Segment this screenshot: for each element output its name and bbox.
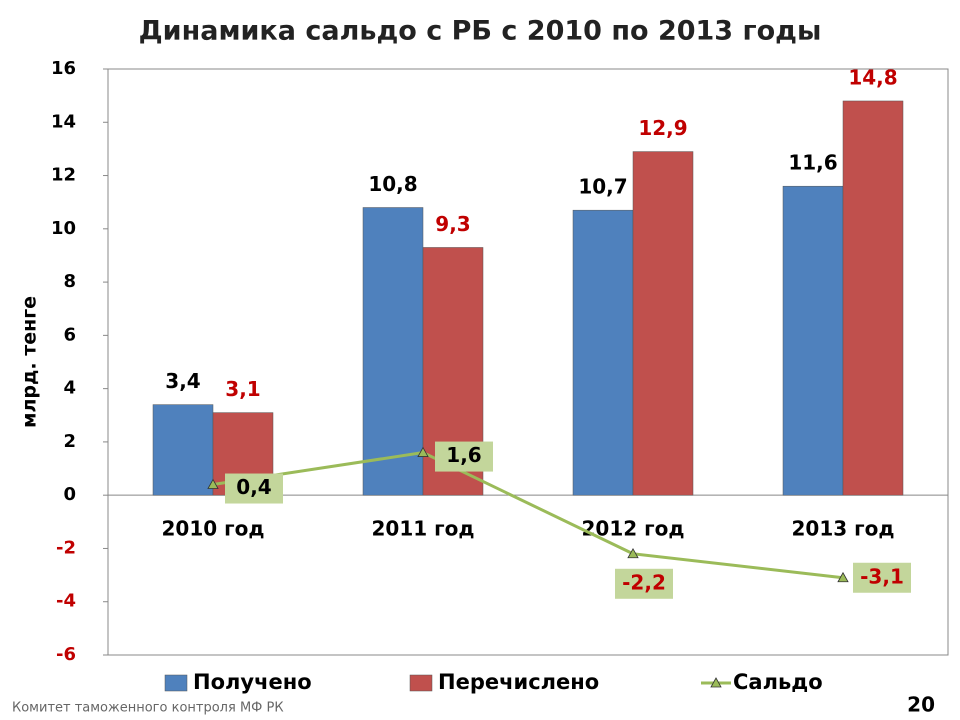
page-number: 20 <box>907 693 935 717</box>
line <box>212 451 844 580</box>
y-tick-label: 8 <box>63 271 76 292</box>
data-label: 10,8 <box>368 172 417 196</box>
data-label: 14,8 <box>848 65 897 89</box>
x-tick-label: 2011 год <box>372 517 475 541</box>
line-marker <box>627 547 639 559</box>
y-tick-label: 4 <box>63 378 76 399</box>
y-tick-label: -4 <box>56 591 76 612</box>
y-tick-label: 12 <box>51 165 76 186</box>
legend-swatch <box>164 674 188 692</box>
data-label: 9,3 <box>435 212 470 236</box>
chart-title: Динамика сальдо с РБ с 2010 по 2013 годы <box>139 16 822 47</box>
legend-label: Получено <box>193 670 312 694</box>
bar <box>572 209 634 496</box>
y-tick-label: 16 <box>51 58 76 79</box>
y-tick-label: 6 <box>63 324 76 345</box>
data-label: 11,6 <box>788 151 837 175</box>
legend-swatch <box>409 674 433 692</box>
y-axis-label: млрд. тенге <box>19 296 41 428</box>
y-tick-label: 14 <box>51 111 76 132</box>
y-tick-label: 2 <box>63 431 76 452</box>
y-tick-label: 10 <box>51 218 76 239</box>
plot-frame <box>107 68 949 656</box>
data-label: -2,2 <box>622 570 666 594</box>
data-label: 1,6 <box>446 443 481 467</box>
data-label: 3,4 <box>165 369 200 393</box>
data-label: -3,1 <box>860 564 904 588</box>
label-box <box>615 568 673 599</box>
bar <box>782 185 844 496</box>
bar <box>842 100 904 496</box>
y-tick-label: -6 <box>56 644 76 665</box>
footer-text: Комитет таможенного контроля МФ РК <box>12 701 284 716</box>
bar <box>632 151 694 496</box>
data-label: 12,9 <box>638 116 687 140</box>
data-label: 3,1 <box>225 377 260 401</box>
legend-label: Перечислено <box>438 670 599 694</box>
label-box <box>225 473 283 504</box>
label-box <box>853 562 911 593</box>
label-box <box>435 441 493 472</box>
bar <box>152 404 214 496</box>
line-marker <box>417 446 429 457</box>
legend-marker <box>710 677 722 688</box>
legend-label: Сальдо <box>733 670 823 694</box>
line-marker <box>837 571 849 583</box>
data-label: 10,7 <box>578 175 627 199</box>
x-tick-label: 2010 год <box>162 517 265 541</box>
y-tick-label: 0 <box>63 484 76 505</box>
y-tick-label: -2 <box>56 537 76 558</box>
line-marker <box>207 478 219 489</box>
data-label: 0,4 <box>236 475 271 499</box>
bar <box>362 207 424 496</box>
x-tick-label: 2013 год <box>792 517 895 541</box>
